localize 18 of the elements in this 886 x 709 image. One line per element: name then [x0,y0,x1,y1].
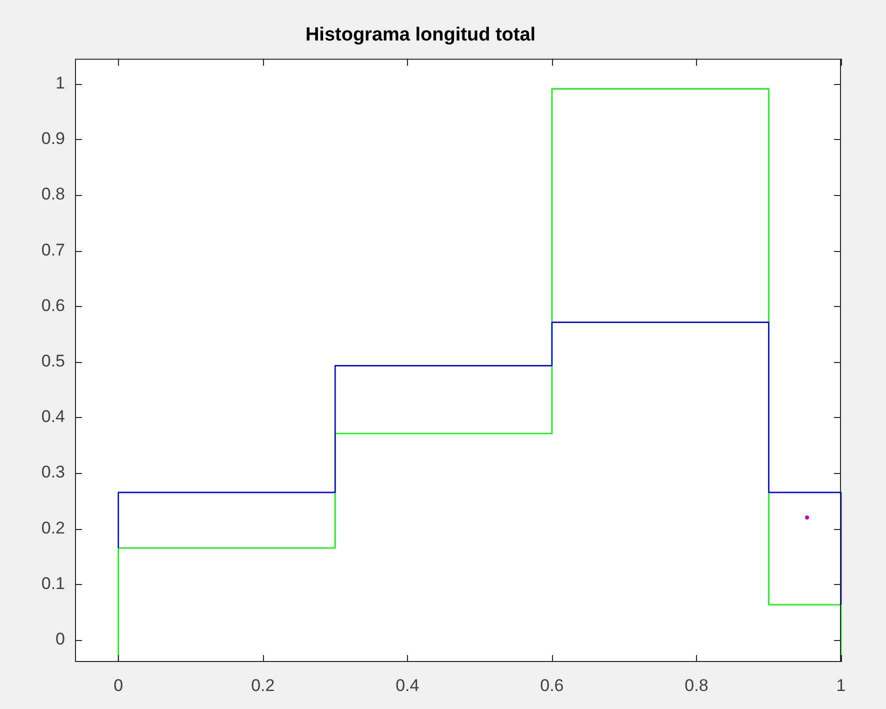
y-tick-label: 0.6 [41,296,65,315]
chart-title: Histograma longitud total [305,24,536,46]
y-tick-label: 0 [56,629,65,648]
y-tick-label: 0.5 [41,351,65,370]
y-tick-label: 1 [56,74,65,93]
y-tick-label: 0.4 [41,407,65,426]
y-tick-label: 0.2 [41,518,65,538]
x-tick-label: 0.6 [540,676,564,695]
x-tick-label: 0.8 [684,676,708,695]
y-tick-label: 0.3 [41,462,65,482]
y-tick-label: 0.8 [41,184,65,204]
x-tick-label: 0.2 [251,676,275,695]
y-tick-label: 0.9 [41,129,65,148]
x-tick-label: 0 [114,676,124,695]
x-tick-label: 1 [836,676,846,695]
x-tick-label: 0.4 [396,676,420,695]
y-tick-label: 0.1 [41,574,65,593]
y-tick-label: 0.7 [41,240,65,260]
